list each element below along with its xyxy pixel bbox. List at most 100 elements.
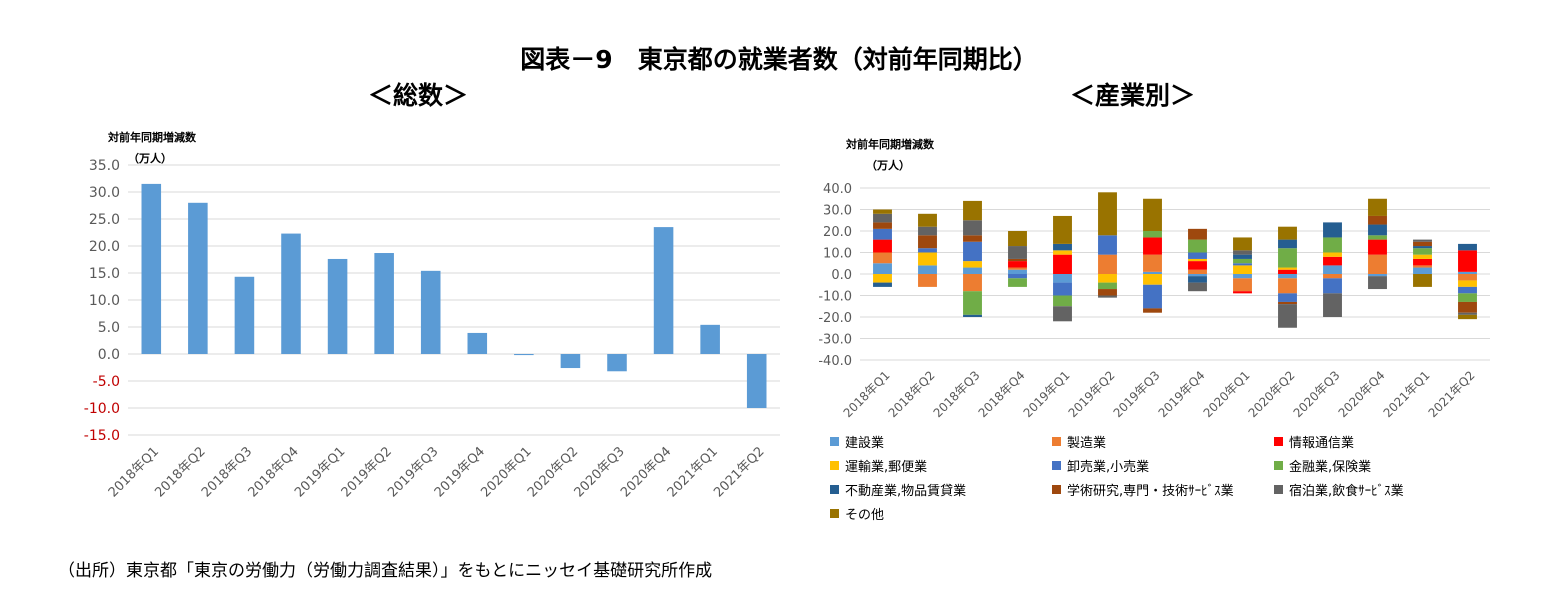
stacked-bar-segment (1458, 312, 1477, 315)
y-axis-label: 対前年同期増減数 (845, 137, 935, 151)
y-tick-label: 10.0 (89, 293, 120, 309)
stacked-bar-segment (1053, 243, 1072, 251)
stacked-bar-segment (1008, 267, 1027, 270)
stacked-bar-segment (1323, 265, 1342, 274)
stacked-bar-segment (1413, 258, 1432, 266)
stacked-bar-segment (1458, 314, 1477, 320)
y-tick-label: 5.0 (98, 320, 120, 336)
x-tick-label: 2020年Q2 (1246, 368, 1298, 420)
legend-label: 製造業 (1067, 436, 1107, 451)
x-tick-label: 2018年Q3 (931, 368, 983, 420)
x-tick-label: 2018年Q4 (976, 368, 1028, 420)
stacked-bar-segment (1233, 265, 1252, 274)
stacked-bar-segment (1233, 274, 1252, 279)
x-tick-label: 2019年Q1 (1021, 368, 1073, 420)
stacked-bar-segment (1008, 246, 1027, 259)
stacked-bar-segment (1143, 274, 1162, 285)
stacked-bar-segment (1278, 274, 1297, 279)
stacked-bar-segment (1053, 215, 1072, 244)
stacked-bar-segment (1413, 241, 1432, 247)
stacked-bar-segment (1188, 228, 1207, 240)
legend-item: 製造業 (1052, 432, 1106, 451)
source-note: （出所）東京都「東京の労働力（労働力調査結果）」をもとにニッセイ基礎研究所作成 (58, 561, 713, 581)
stacked-bar-segment (963, 267, 982, 274)
stacked-bar-segment (1323, 237, 1342, 253)
x-tick-label: 2019年Q2 (1066, 368, 1118, 420)
stacked-bar-segment (873, 282, 892, 287)
stacked-bar-segment (1188, 261, 1207, 270)
legend-swatch (1274, 485, 1283, 494)
stacked-bar-segment (1143, 237, 1162, 255)
stacked-bar-segment (1143, 254, 1162, 272)
stacked-bar-segment (1053, 295, 1072, 307)
stacked-bar-segment (1098, 235, 1117, 255)
x-tick-label: 2018年Q1 (841, 368, 893, 420)
bar (514, 354, 534, 356)
legend-item: 建設業 (830, 432, 884, 451)
y-tick-label: 25.0 (89, 212, 120, 228)
stacked-bar-segment (1278, 301, 1297, 305)
bar (560, 354, 581, 369)
stacked-bar-segment (873, 274, 892, 283)
y-tick-label: 20.0 (89, 239, 120, 255)
stacked-bar-segment (1413, 248, 1432, 255)
stacked-bar-segment (1143, 198, 1162, 231)
stacked-bar-segment (1053, 254, 1072, 274)
bar (700, 324, 720, 354)
y-tick-label: -30.0 (818, 333, 852, 348)
stacked-bar-segment (1233, 250, 1252, 255)
stacked-bar-segment (1413, 246, 1432, 249)
bar (420, 270, 441, 354)
bar (188, 202, 208, 354)
stacked-bar-segment (918, 235, 937, 249)
bar (141, 183, 162, 354)
stacked-bar-segment (1008, 261, 1027, 268)
total-chart: 35.0 30.0 25.0 20.0 15.0 10.0 5.0 0.0 -5.0 -10.0 -… (84, 130, 780, 501)
stacked-bar-segment (1368, 239, 1387, 255)
stacked-bar-segment (918, 248, 937, 253)
bar (281, 233, 301, 354)
stacked-bar-segment (1233, 254, 1252, 259)
stacked-bar-segment (1008, 231, 1027, 247)
x-tick-label: 2018年Q2 (886, 368, 938, 420)
stacked-bar-segment (1188, 252, 1207, 259)
stacked-bar-segment (963, 235, 982, 242)
y-tick-label: 40.0 (823, 182, 852, 197)
y-tick-label: -15.0 (84, 428, 120, 444)
legend-swatch (830, 509, 839, 518)
y-axis-unit: （万人） (866, 158, 910, 172)
stacked-bar-segment (1323, 278, 1342, 294)
y-tick-label: -10.0 (818, 290, 852, 305)
stacked-bar-segment (873, 209, 892, 214)
legend-item: 宿泊業,飲食ｻｰﾋﾞｽ業 (1274, 480, 1404, 499)
y-tick-label: -10.0 (84, 401, 120, 417)
stacked-bar-segment (1008, 258, 1027, 262)
stacked-bar-segment (963, 274, 982, 292)
stacked-bar-segment (1053, 250, 1072, 255)
legend-label: その他 (845, 508, 885, 523)
legend-item: 金融業,保険業 (1274, 456, 1371, 475)
legend-item: 学術研究,専門・技術ｻｰﾋﾞｽ業 (1052, 480, 1234, 499)
y-tick-label: -20.0 (818, 311, 852, 326)
stacked-bar-segment (1458, 293, 1477, 302)
stacked-bar-segment (1143, 231, 1162, 238)
stacked-bar-segment (1098, 295, 1117, 298)
panel-title-total: ＜総数＞ (368, 81, 469, 110)
stacked-bar-segment (1278, 304, 1297, 328)
y-tick-label: 30.0 (89, 185, 120, 201)
x-tick-label: 2020年Q4 (1336, 368, 1388, 420)
legend-label: 学術研究,専門・技術ｻｰﾋﾞｽ業 (1067, 484, 1234, 499)
legend-item: 運輸業,郵便業 (830, 456, 927, 475)
stacked-bar-segment (1188, 276, 1207, 283)
bar (467, 332, 488, 354)
x-tick-label: 2019年Q4 (1156, 368, 1208, 420)
y-tick-label: -40.0 (818, 354, 852, 369)
x-tick-label: 2020年Q1 (1201, 368, 1253, 420)
stacked-bar-segment (1278, 239, 1297, 249)
stacked-bar-segment (1458, 271, 1477, 274)
stacked-bar-segment (1368, 215, 1387, 225)
stacked-bar-segment (1053, 282, 1072, 296)
legend-swatch (1052, 437, 1061, 446)
stacked-bar-segment (1053, 306, 1072, 322)
